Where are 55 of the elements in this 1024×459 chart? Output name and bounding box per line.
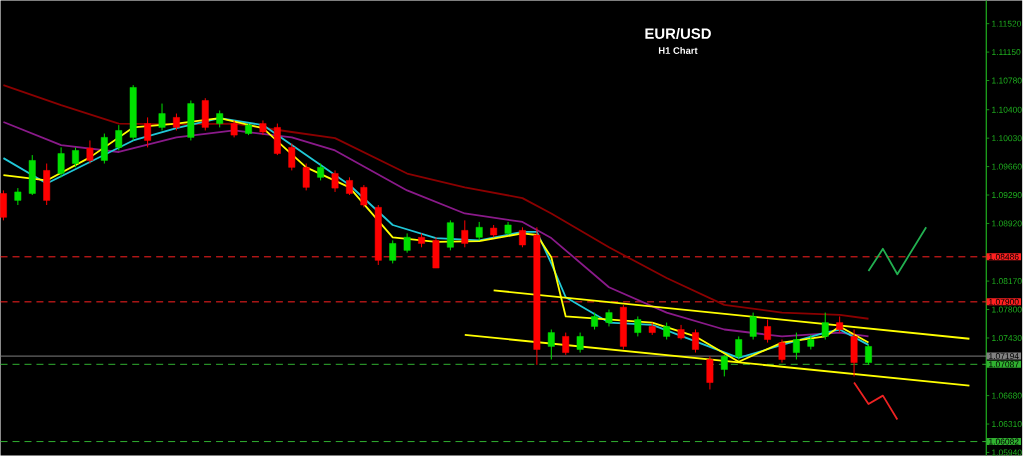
y-tick-label: 1.08170 [992,278,1022,285]
candlestick [144,117,152,148]
candlestick [158,103,166,132]
candlestick [634,316,642,338]
candlestick [562,332,570,356]
candlestick [302,163,310,192]
ref-line-label: 1.08486 [989,253,1019,260]
y-tick-label: 1.06680 [992,392,1022,399]
candlestick [0,190,7,221]
candlestick [461,220,469,248]
candlestick [778,339,786,364]
candlestick [821,312,829,341]
candlestick [115,124,123,152]
line-series [867,226,928,276]
y-tick-label: 1.08920 [992,220,1022,227]
candlestick [706,356,714,391]
y-tick-label: 1.06310 [992,421,1022,428]
candlestick [764,319,771,344]
y-tick-label: 1.09660 [992,163,1022,170]
y-tick-label: 1.10030 [992,135,1022,142]
line-series [2,84,870,320]
text: EUR/USD [645,28,711,40]
y-tick-label: 1.10400 [992,106,1022,113]
candlestick [519,226,526,248]
candlestick [57,146,65,178]
candlestick [360,184,368,208]
candlestick [72,146,79,168]
candlestick [288,143,296,172]
candlestick [735,336,743,361]
line-series [853,381,899,421]
ref-line-label: 1.07900 [989,298,1019,305]
y-tick-label: 1.07800 [992,306,1022,313]
candlestick [692,329,699,354]
ref-line-label: 1.07194 [989,353,1019,360]
candlestick [403,233,411,254]
candlestick [547,329,555,361]
candlestick [749,312,757,341]
candlestick [792,332,800,361]
candlestick [100,133,108,165]
candlestick [720,354,728,377]
y-tick-label: 1.11150 [992,49,1021,56]
candlestick [865,344,872,366]
y-tick-label: 1.05940 [992,449,1022,456]
y-tick-label: 1.09290 [992,192,1022,199]
candlestick [389,239,397,265]
ref-line-label: 1.07087 [989,361,1019,368]
y-tick-label: 1.11520 [992,20,1022,27]
text: H1 Chart [658,47,698,55]
candlestick [475,221,483,241]
candlestick [86,140,94,165]
ref-line-label: 1.06082 [989,438,1019,445]
y-tick-label: 1.10780 [992,77,1022,84]
y-tick-label: 1.07430 [992,335,1022,342]
candlestick [331,170,339,193]
candlestick [576,332,584,354]
